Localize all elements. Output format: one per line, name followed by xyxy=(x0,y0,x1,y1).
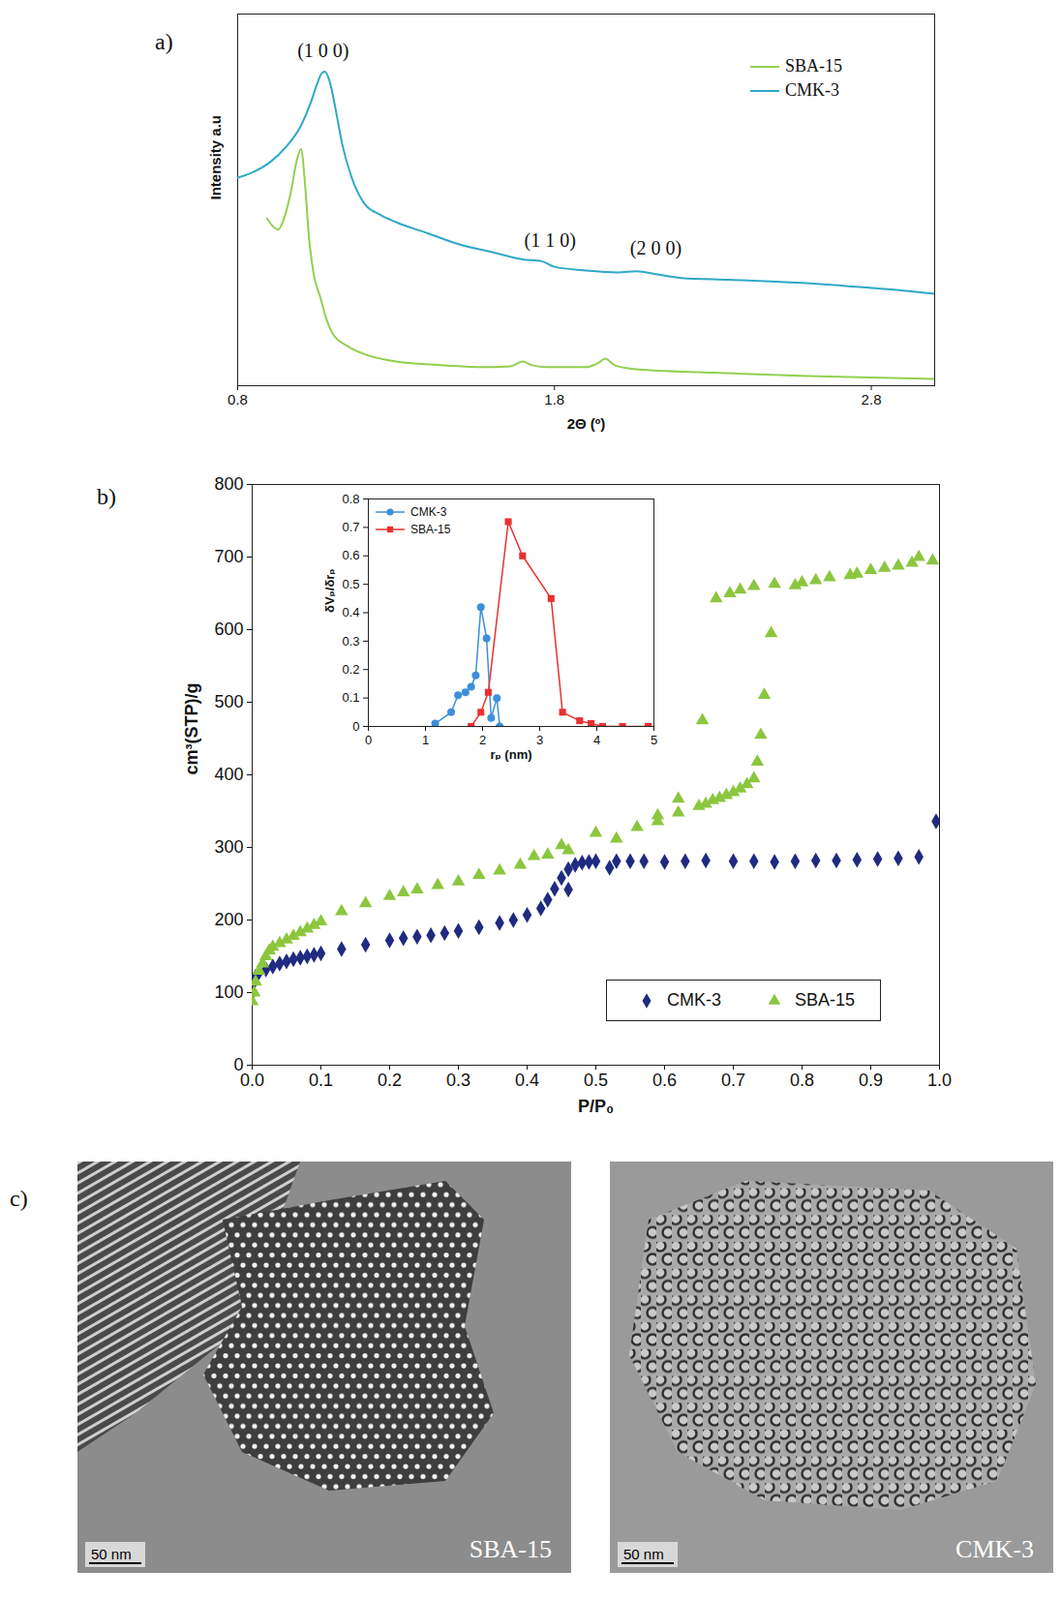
svg-text:400: 400 xyxy=(213,764,243,785)
svg-text:0.0: 0.0 xyxy=(240,1070,265,1091)
html-text:c): c) xyxy=(9,1185,28,1212)
svg-text:0.6: 0.6 xyxy=(652,1070,677,1091)
svg-text:5: 5 xyxy=(650,732,658,748)
svg-text:1.0: 1.0 xyxy=(927,1070,952,1091)
html-text:CMK-3: CMK-3 xyxy=(785,80,840,100)
svg-text:0.2: 0.2 xyxy=(341,662,360,677)
svg-text:700: 700 xyxy=(213,546,243,567)
svg-text:SBA-15: SBA-15 xyxy=(469,1535,552,1564)
svg-text:(1 0 0): (1 0 0) xyxy=(297,39,349,62)
svg-text:4: 4 xyxy=(593,732,601,748)
svg-text:100: 100 xyxy=(213,982,243,1002)
svg-text:0.3: 0.3 xyxy=(446,1070,471,1091)
svg-text:50 nm: 50 nm xyxy=(90,1546,132,1563)
svg-text:0.7: 0.7 xyxy=(721,1070,746,1091)
html-text:CMK-3: CMK-3 xyxy=(666,990,722,1010)
svg-text:Intensity a.u: Intensity a.u xyxy=(207,115,224,201)
svg-text:1.8: 1.8 xyxy=(544,391,565,408)
svg-text:δVₚ/δrₚ: δVₚ/δrₚ xyxy=(322,568,337,613)
svg-text:0.4: 0.4 xyxy=(515,1070,540,1091)
svg-text:0: 0 xyxy=(352,719,360,734)
svg-text:2.8: 2.8 xyxy=(861,391,882,408)
svg-text:(2 0 0): (2 0 0) xyxy=(630,237,682,260)
svg-text:(1 1 0): (1 1 0) xyxy=(524,229,576,252)
svg-text:2Θ (º): 2Θ (º) xyxy=(567,415,607,432)
svg-text:CMK-3: CMK-3 xyxy=(955,1535,1034,1564)
svg-text:600: 600 xyxy=(213,619,243,639)
html-text:SBA-15: SBA-15 xyxy=(794,990,855,1010)
svg-text:0: 0 xyxy=(364,732,372,748)
svg-text:0.8: 0.8 xyxy=(789,1070,815,1091)
svg-text:0.8: 0.8 xyxy=(227,391,248,408)
html-text:a): a) xyxy=(154,29,173,55)
svg-text:0: 0 xyxy=(233,1055,244,1075)
svg-text:0.8: 0.8 xyxy=(341,491,360,507)
html-text:b): b) xyxy=(96,484,117,510)
svg-text:200: 200 xyxy=(213,909,243,930)
svg-text:0.7: 0.7 xyxy=(341,519,360,535)
svg-text:1: 1 xyxy=(422,732,429,748)
svg-text:P/P₀: P/P₀ xyxy=(577,1096,614,1117)
svg-text:3: 3 xyxy=(536,732,544,748)
svg-text:0.5: 0.5 xyxy=(341,576,360,592)
svg-text:800: 800 xyxy=(213,474,243,494)
svg-text:0.5: 0.5 xyxy=(583,1070,608,1091)
svg-text:0.6: 0.6 xyxy=(341,547,360,563)
svg-text:0.1: 0.1 xyxy=(341,690,360,705)
svg-text:2: 2 xyxy=(479,732,486,748)
html-text:SBA-15: SBA-15 xyxy=(785,56,843,76)
svg-text:0.3: 0.3 xyxy=(341,634,360,649)
svg-text:500: 500 xyxy=(213,692,243,712)
svg-text:cm³(STP)/g: cm³(STP)/g xyxy=(181,682,202,775)
svg-text:0.9: 0.9 xyxy=(858,1070,883,1091)
svg-text:50 nm: 50 nm xyxy=(623,1546,665,1563)
svg-text:0.2: 0.2 xyxy=(377,1070,402,1091)
svg-text:300: 300 xyxy=(213,837,243,857)
svg-text:rₚ (nm): rₚ (nm) xyxy=(489,747,532,762)
svg-text:0.4: 0.4 xyxy=(341,605,360,620)
html-text:CMK-3: CMK-3 xyxy=(410,505,447,519)
html-text:SBA-15: SBA-15 xyxy=(410,522,451,537)
svg-text:0.1: 0.1 xyxy=(308,1070,334,1091)
